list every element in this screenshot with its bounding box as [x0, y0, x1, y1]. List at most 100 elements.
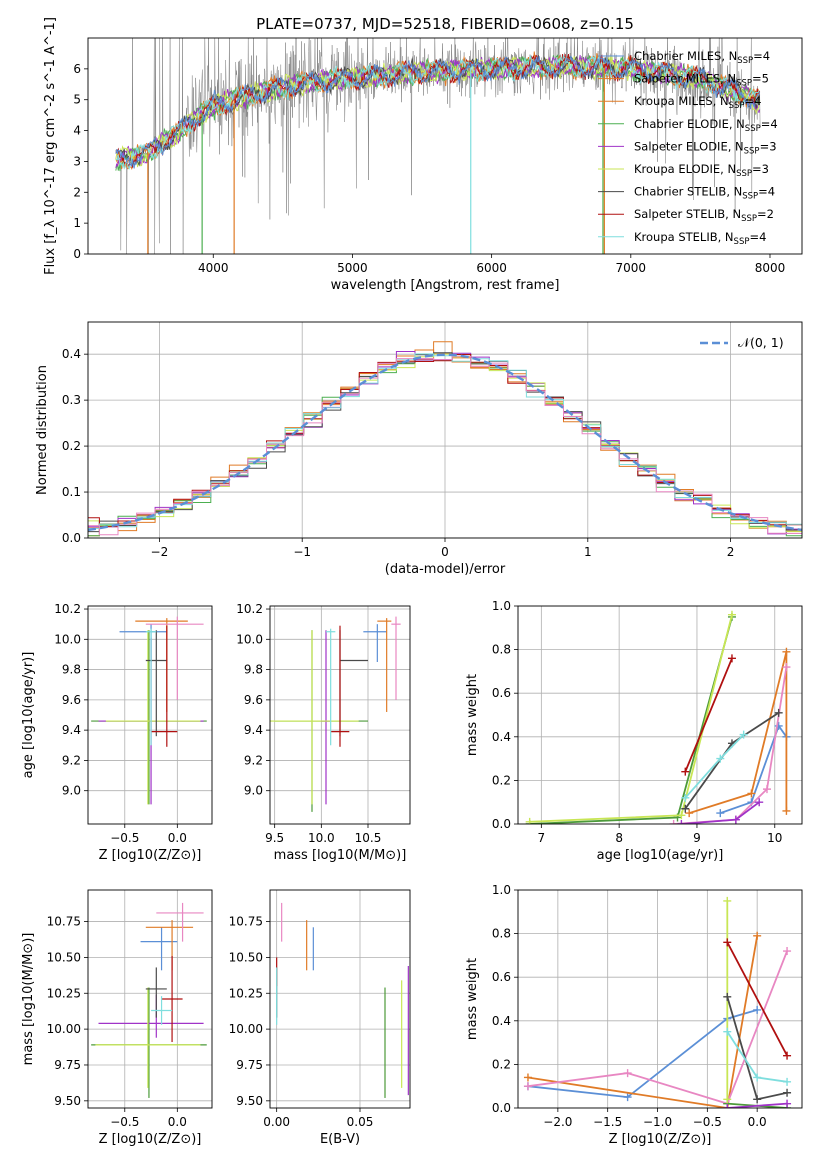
weight-series-line: [527, 1009, 758, 1099]
weight-marker: [727, 654, 736, 663]
weight-marker: [783, 1077, 792, 1086]
weight-marker: [783, 1088, 792, 1097]
errorbar-point: [140, 927, 178, 971]
y-tick-label: 10.75: [47, 915, 81, 929]
errorbar-point: [161, 955, 183, 1043]
weight-marker: [681, 767, 690, 776]
x-tick-label: 4000: [198, 261, 229, 275]
errorbar-point: [91, 987, 207, 1098]
weight-series-line: [527, 950, 788, 1105]
weight-marker: [723, 896, 732, 905]
y-tick-label: 9.8: [244, 663, 263, 677]
legend-label: Kroupa STELIB, NSSP=4: [634, 230, 766, 247]
y-tick-label: 6: [73, 62, 81, 76]
ssp-model-line: [115, 55, 761, 168]
weight-marker: [782, 647, 791, 656]
weight-series-line: [726, 941, 788, 1057]
weight-marker: [753, 1095, 762, 1104]
x-tick-label: −2: [151, 545, 169, 559]
y-tick-label: 4: [73, 124, 81, 138]
weight-marker: [716, 754, 725, 763]
weight-series-line: [527, 935, 759, 1108]
legend-entry: Kroupa ELODIE, NSSP=3: [598, 162, 769, 179]
y-tick-label: 9.75: [54, 1058, 81, 1072]
ssp-model-line: [115, 54, 761, 169]
legend-entry: Salpeter STELIB, NSSP=2: [598, 207, 774, 224]
y-tick-label: 1.0: [492, 599, 511, 613]
legend-count: =4: [744, 94, 761, 108]
panel-mass_vs_ebv: 0.00 0.05 9.50 9.75 10.00 10.25 10.50 10.75 E(B-…: [229, 889, 411, 1147]
errorbar-point: [363, 624, 387, 663]
y-tick-label: 0.8: [492, 643, 511, 657]
legend-count: =4: [758, 185, 775, 199]
x-tick-label: 8: [615, 831, 623, 845]
errorbar-point: [377, 618, 392, 712]
x-tick-label: −0.5: [110, 1115, 139, 1129]
legend-count: =5: [752, 72, 769, 86]
y-axis-label: age [log10(age/yr)]: [21, 652, 36, 779]
weight-series-line: [684, 712, 780, 810]
weight-marker: [731, 815, 740, 824]
weight-marker: [677, 820, 686, 824]
legend-subscript: SSP: [745, 124, 761, 134]
errorbar-point: [151, 625, 178, 747]
y-tick-label: 9.50: [54, 1094, 81, 1108]
legend-subscript: SSP: [742, 192, 758, 202]
errorbar-point: [321, 630, 331, 805]
y-tick-label: 9.0: [62, 784, 81, 798]
legend-label: Chabrier STELIB, NSSP=4: [634, 185, 775, 202]
weight-marker: [755, 798, 764, 807]
x-axis-label: wavelength [Angstrom, rest frame]: [331, 278, 560, 293]
y-tick-label: 0.4: [492, 730, 511, 744]
y-tick-label: 10.0: [54, 632, 81, 646]
x-tick-label: 0.05: [347, 1115, 374, 1129]
weight-marker: [723, 1027, 732, 1036]
weight-marker: [723, 1095, 732, 1104]
legend-entry: Chabrier MILES, NSSP=4: [598, 49, 770, 66]
normal-pdf-curve: [88, 353, 802, 532]
y-tick-label: 0.0: [492, 817, 511, 831]
legend-subscript: SSP: [741, 214, 757, 224]
legend-entry: Salpeter MILES, NSSP=5: [598, 72, 769, 89]
errorbar-point: [105, 630, 201, 805]
weight-marker: [681, 793, 690, 802]
errorbar-point: [326, 628, 336, 746]
y-tick-label: 1: [73, 216, 81, 230]
x-tick-label: 5000: [337, 261, 368, 275]
weight-marker: [782, 806, 791, 815]
weight-marker: [669, 820, 678, 824]
axes-frame: [517, 605, 803, 825]
axes-frame: [87, 605, 213, 825]
x-axis-label: E(B-V): [320, 1132, 360, 1147]
panel-weight_vs_age: 7 8 9 10 0.0 0.2 0.4 0.6 0.8 1.0 age [log10(age/yr…: [465, 599, 803, 863]
plot-area: [518, 890, 802, 1108]
weight-marker: [774, 721, 783, 730]
y-tick-label: 9.4: [62, 723, 81, 737]
ssp-model-line: [115, 55, 761, 169]
y-tick-label: 10.25: [229, 986, 263, 1000]
residual-histogram-step: [88, 351, 802, 535]
axes-frame: [269, 889, 411, 1109]
x-axis-label: Z [log10(Z/Z⊙)]: [609, 1132, 712, 1147]
x-tick-label: 7000: [616, 261, 647, 275]
axes-frame: [269, 605, 411, 825]
y-tick-label: 0.4: [62, 347, 81, 361]
y-tick-label: 2: [73, 185, 81, 199]
errorbar-point: [98, 994, 204, 1038]
weight-marker: [677, 811, 686, 820]
x-tick-label: 1: [584, 545, 592, 559]
y-tick-label: 0.4: [492, 1014, 511, 1028]
y-tick-label: 9.8: [62, 663, 81, 677]
x-tick-label: 10: [767, 831, 782, 845]
legend-subscript: SSP: [736, 79, 752, 89]
y-tick-label: 10.25: [47, 986, 81, 1000]
y-tick-label: 0.2: [492, 773, 511, 787]
x-axis-label: (data-model)/error: [385, 562, 506, 577]
panel-age_vs_Z: −0.5 0.0 9.0 9.2 9.4 9.6 9.8 10.0 10.2 Z [log10(Z…: [21, 602, 213, 863]
x-tick-label: 9.5: [265, 831, 284, 845]
weight-marker: [782, 663, 791, 672]
weight-marker: [723, 992, 732, 1001]
x-tick-label: −0.5: [693, 1115, 722, 1129]
panel-weight_vs_Z: −2.0 −1.5 −1.0 −0.5 0.0 0.0 0.2 0.4 0.6 0.8 1.0 Z […: [465, 883, 803, 1147]
axes-frame: [517, 889, 803, 1109]
